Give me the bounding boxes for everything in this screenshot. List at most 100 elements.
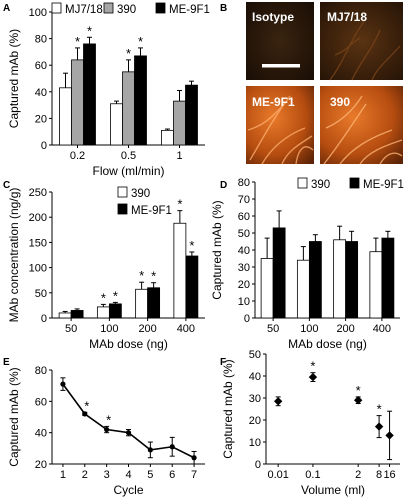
y-tick-label: 50	[35, 288, 47, 300]
y-tick-label: 70	[238, 194, 250, 206]
bar	[161, 129, 174, 146]
x-tick-label: 0.01	[267, 469, 288, 481]
data-point-diamond	[273, 397, 283, 406]
x-tick-label: 200	[138, 323, 156, 335]
y-tick-label: 20	[35, 459, 47, 471]
chart-a: 0 20 40 60 80 100 Captured mAb (%) Flow (ml/min…	[7, 2, 210, 178]
x-tick-label: 50	[267, 323, 279, 335]
bar	[59, 87, 72, 146]
legend-swatch	[103, 2, 114, 14]
legend-label: ME-9F1	[131, 205, 172, 217]
legend-swatch	[155, 2, 166, 14]
data-point	[147, 447, 153, 453]
y-tick-label: 40	[35, 428, 47, 440]
panel-letter-d: D	[220, 180, 227, 191]
y-tick-label: 10	[238, 296, 250, 308]
legend-label: ME-9F1	[363, 179, 404, 191]
y-axis-label: Captured mAb (%)	[7, 29, 21, 128]
legend-label: MJ7/18	[65, 4, 103, 16]
x-tick-label: 400	[373, 323, 391, 335]
y-tick-label: 40	[35, 87, 47, 99]
x-tick-label: 0.2	[70, 150, 85, 162]
scale-bar	[262, 64, 300, 68]
y-tick-label: 0	[244, 313, 250, 325]
y-tick-label: 200	[29, 212, 47, 224]
y-tick-label: 80	[238, 177, 250, 189]
bar	[173, 222, 187, 319]
y-tick-label: 0	[255, 459, 261, 471]
panel-letter-a: A	[3, 3, 10, 14]
significance-marker: *	[75, 34, 80, 49]
x-tick-label: 4	[125, 469, 131, 481]
x-axis-label: Volume (ml)	[301, 483, 365, 497]
x-tick-label: 6	[169, 469, 175, 481]
bar	[70, 310, 84, 319]
chart-e: 20 40 60 80 Captured mAb (%) Cycle 1 2 3 4 5 6 7 * *	[7, 365, 205, 497]
micrograph-label-390: 390	[330, 95, 350, 109]
x-tick-label: 400	[177, 323, 195, 335]
bar	[369, 251, 383, 319]
x-tick-label: 7	[191, 469, 197, 481]
x-tick-label: 100	[100, 323, 118, 335]
bar	[134, 55, 147, 146]
bar	[108, 303, 122, 319]
chart-f: 0 10 20 30 40 50 Captured mAb (%) Volume (ml) 0.…	[221, 349, 400, 497]
bar	[185, 84, 198, 146]
x-tick-label: 0.1	[305, 469, 320, 481]
data-point	[82, 411, 88, 417]
chart-c: 0 50 100 150 200 250 MAb concentration (ng/g) M…	[7, 186, 205, 351]
legend-swatch	[117, 203, 128, 215]
x-tick-label: 1	[176, 150, 182, 162]
bar	[185, 255, 199, 319]
micrograph-isotype: Isotype	[246, 2, 314, 80]
data-point	[60, 381, 66, 387]
y-tick-label: 0	[41, 140, 47, 152]
significance-marker: *	[151, 269, 156, 284]
x-tick-label: 2	[355, 469, 361, 481]
significance-marker: *	[139, 268, 144, 283]
y-tick-label: 80	[35, 365, 47, 377]
y-tick-label: 40	[238, 245, 250, 257]
data-point-diamond	[385, 431, 394, 440]
y-tick-label: 50	[238, 228, 250, 240]
x-axis-label: Flow (ml/min)	[93, 164, 165, 178]
bar	[272, 227, 286, 319]
significance-marker: *	[377, 402, 382, 417]
bar	[147, 287, 161, 319]
x-tick-label: 200	[336, 323, 354, 335]
y-tick-label: 150	[29, 237, 47, 249]
data-point	[104, 426, 110, 433]
data-point	[125, 430, 132, 436]
y-tick-label: 60	[238, 211, 250, 223]
data-point	[191, 455, 197, 461]
panel-letter-f: F	[220, 357, 226, 368]
y-tick-label: 20	[249, 415, 261, 427]
x-tick-label: 0.5	[121, 150, 136, 162]
y-axis-label: MAb concentration (ng/g)	[7, 188, 21, 323]
x-tick-label: 2	[82, 469, 88, 481]
data-point	[169, 444, 175, 450]
x-tick-label: 1	[60, 469, 66, 481]
micrograph-390: 390	[320, 86, 403, 165]
bar	[345, 241, 359, 319]
legend-label: 390	[117, 4, 136, 16]
micrograph-label-isotype: Isotype	[252, 10, 294, 24]
bar	[83, 43, 96, 146]
x-tick-label: 100	[300, 323, 318, 335]
y-tick-label: 50	[249, 349, 261, 361]
y-tick-label: 0	[41, 313, 47, 325]
y-tick-label: 30	[238, 262, 250, 274]
y-axis-label: Captured mAb (%)	[210, 200, 224, 299]
panel-b-micrographs: Isotype MJ7/18 ME-9F1 390	[246, 2, 403, 165]
y-tick-label: 30	[249, 393, 261, 405]
x-tick-label: 8	[376, 469, 382, 481]
significance-marker: *	[101, 290, 106, 305]
data-point-diamond	[374, 422, 384, 431]
significance-marker: *	[113, 288, 118, 303]
legend-swatch	[297, 177, 308, 189]
y-tick-label: 100	[29, 263, 47, 275]
legend-swatch	[117, 186, 128, 198]
significance-marker: *	[310, 359, 315, 374]
bar	[58, 312, 72, 319]
significance-marker: *	[189, 238, 194, 253]
